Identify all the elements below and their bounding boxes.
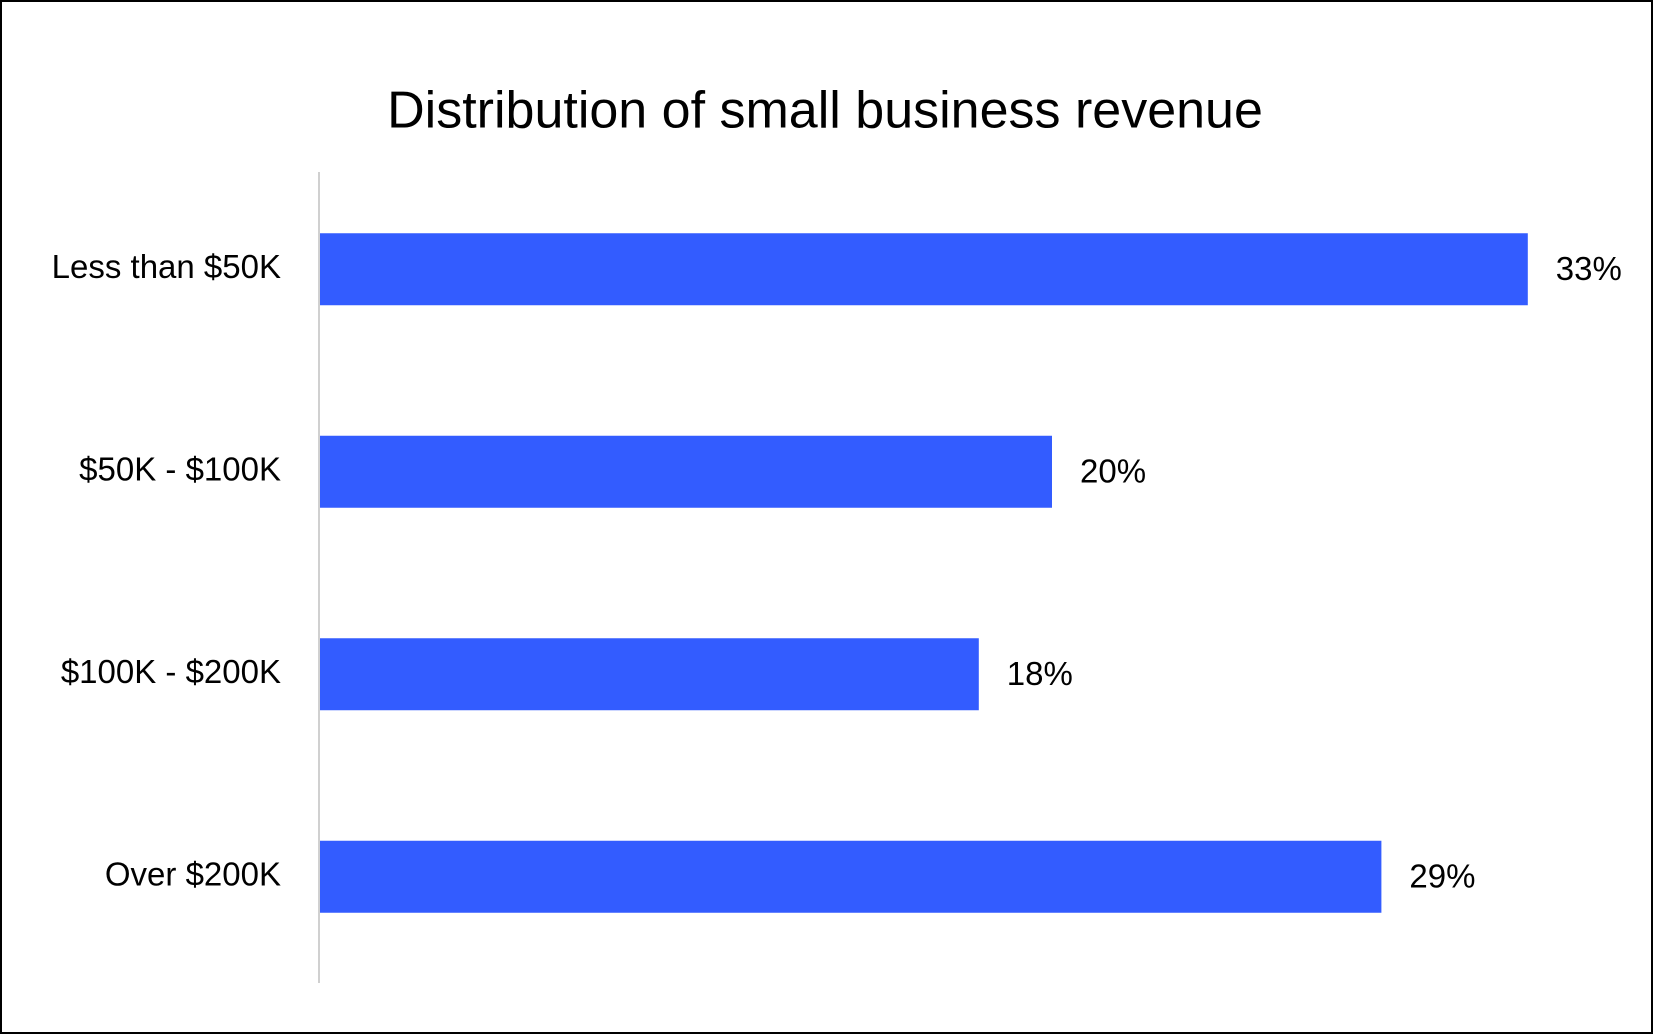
bar <box>320 233 1528 306</box>
data-label: 29% <box>1409 857 1475 894</box>
data-label: 18% <box>1007 655 1073 692</box>
bar <box>320 840 1382 913</box>
data-label: 20% <box>1080 452 1146 489</box>
y-tick-label: Less than $50K <box>52 248 281 285</box>
y-tick-label: Over $200K <box>105 855 281 892</box>
chart-title: Distribution of small business revenue <box>387 82 1263 140</box>
bar <box>320 638 979 711</box>
bar <box>320 435 1052 508</box>
y-tick-label: $100K - $200K <box>61 653 281 690</box>
y-tick-label: $50K - $100K <box>79 450 281 487</box>
data-label: 33% <box>1556 250 1622 287</box>
